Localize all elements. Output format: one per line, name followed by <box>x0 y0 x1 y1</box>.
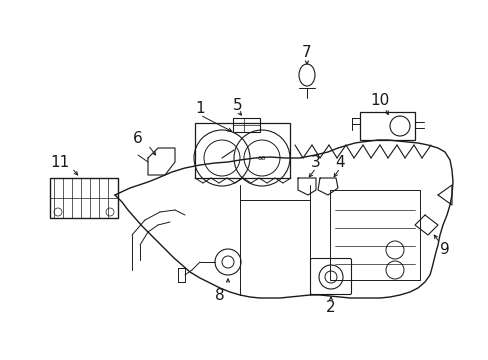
Bar <box>359 112 414 140</box>
Text: 4: 4 <box>334 154 344 170</box>
Text: 5: 5 <box>233 98 243 112</box>
Bar <box>50 178 118 218</box>
Text: 3: 3 <box>310 154 320 170</box>
Text: 7: 7 <box>302 45 311 59</box>
Text: 11: 11 <box>50 154 69 170</box>
Text: oo: oo <box>257 155 265 161</box>
Text: 8: 8 <box>215 288 224 302</box>
Bar <box>232 118 260 132</box>
Text: 10: 10 <box>369 93 389 108</box>
Text: 2: 2 <box>325 301 335 315</box>
Text: 6: 6 <box>133 131 142 145</box>
Bar <box>195 123 289 178</box>
Text: 1: 1 <box>195 100 204 116</box>
Text: 9: 9 <box>439 243 449 257</box>
